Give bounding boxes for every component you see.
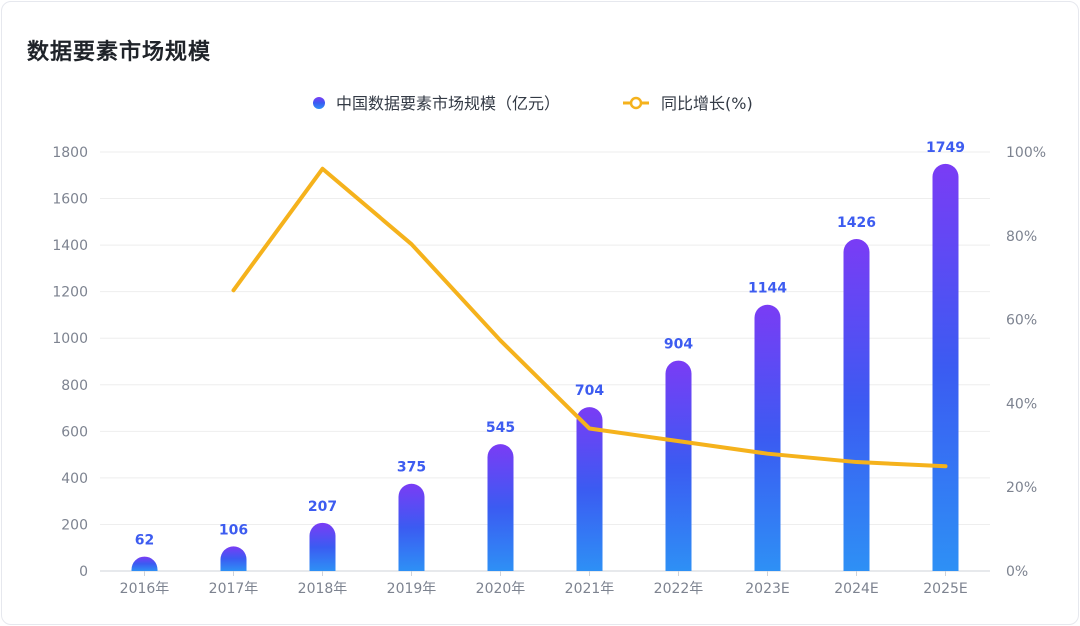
legend-bar-label: 中国数据要素市场规模（亿元） xyxy=(336,94,560,113)
bar-value-label: 375 xyxy=(397,460,426,476)
y-right-tick-label: 0% xyxy=(1006,564,1028,580)
y-right-tick-label: 60% xyxy=(1006,313,1037,329)
bar-series xyxy=(131,163,959,571)
legend-bar-marker xyxy=(313,97,325,109)
x-tick-label: 2021年 xyxy=(565,581,615,597)
bar xyxy=(131,556,158,571)
x-tick-label: 2019年 xyxy=(387,581,437,597)
y-right-tick-label: 100% xyxy=(1006,145,1046,161)
bar xyxy=(309,522,336,571)
grid-lines xyxy=(100,151,990,572)
y-left-tick-label: 1600 xyxy=(52,192,88,208)
bar-value-label: 1144 xyxy=(748,281,787,297)
x-tick-label: 2020年 xyxy=(476,581,526,597)
bar-value-label: 545 xyxy=(486,420,515,436)
value-labels: 62 106 207 375 545 704 904 1144 1426 1749 xyxy=(135,140,965,549)
y-left-tick-label: 1800 xyxy=(52,145,88,161)
bar xyxy=(220,546,247,571)
x-tick-label: 2018年 xyxy=(298,581,348,597)
bar-value-label: 1426 xyxy=(837,215,876,231)
bar xyxy=(487,444,514,571)
legend-line-label: 同比增长(%) xyxy=(661,94,753,113)
x-tick-label: 2016年 xyxy=(120,581,170,597)
legend: 中国数据要素市场规模（亿元） 同比增长(%) xyxy=(313,94,753,113)
x-tick-label: 2017年 xyxy=(209,581,259,597)
bar xyxy=(398,483,425,571)
bar-value-label: 1749 xyxy=(926,140,965,156)
y-left-tick-label: 1400 xyxy=(52,238,88,254)
x-tick-label: 2024E xyxy=(834,581,878,597)
bar xyxy=(665,360,692,571)
y-left-tick-label: 200 xyxy=(61,517,88,533)
y-right-tick-label: 40% xyxy=(1006,396,1037,412)
axes: 0 200 400 600 800 1000 1200 1400 1600 1800 0% 20% 40… xyxy=(52,145,1046,597)
bar-value-label: 207 xyxy=(308,499,337,515)
bar-value-label: 704 xyxy=(575,383,604,399)
x-tick-label: 2023E xyxy=(745,581,789,597)
y-left-tick-label: 800 xyxy=(61,378,88,394)
line-series xyxy=(231,166,948,469)
y-left-tick-label: 1000 xyxy=(52,331,88,347)
y-left-tick-label: 1200 xyxy=(52,285,88,301)
bar xyxy=(843,239,870,571)
legend-line-marker xyxy=(629,96,643,110)
growth-line xyxy=(231,166,948,469)
bar-value-label: 62 xyxy=(135,533,154,549)
x-tick-label: 2022年 xyxy=(654,581,704,597)
bar xyxy=(754,304,781,571)
y-left-tick-label: 600 xyxy=(61,424,88,440)
bar xyxy=(932,163,959,571)
y-left-tick-label: 400 xyxy=(61,471,88,487)
bar-value-label: 904 xyxy=(664,337,693,353)
chart-title: 数据要素市场规模 xyxy=(27,40,212,65)
y-right-tick-label: 80% xyxy=(1006,229,1037,245)
bar xyxy=(576,407,603,571)
bar-value-label: 106 xyxy=(219,522,248,538)
y-left-tick-label: 0 xyxy=(79,564,88,580)
y-right-tick-label: 20% xyxy=(1006,480,1037,496)
x-tick-label: 2025E xyxy=(923,581,967,597)
